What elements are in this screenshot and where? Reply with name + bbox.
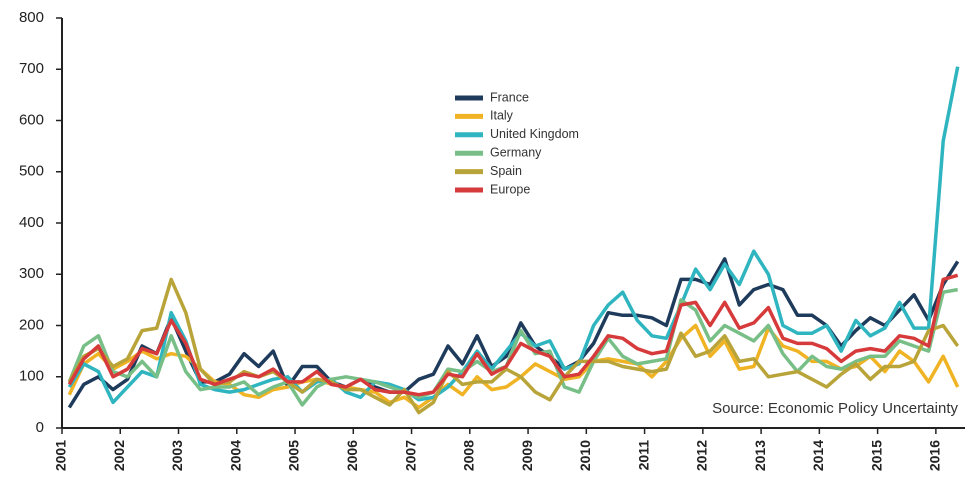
x-tick-label: 2007 bbox=[402, 440, 418, 471]
x-tick-label: 2010 bbox=[577, 440, 593, 471]
legend-label: Europe bbox=[490, 182, 530, 196]
series-line bbox=[67, 273, 959, 397]
x-tick-label: 2012 bbox=[694, 440, 710, 471]
x-tick-label: 2002 bbox=[111, 440, 127, 471]
x-tick-label: 2008 bbox=[461, 440, 477, 471]
x-tick-label: 2009 bbox=[519, 440, 535, 471]
x-tick-label: 2016 bbox=[927, 440, 943, 471]
x-tick-label: 2003 bbox=[169, 440, 185, 471]
x-tick-label: 2013 bbox=[752, 440, 768, 471]
legend-label: United Kingdom bbox=[490, 127, 579, 141]
x-tick-label: 2011 bbox=[635, 440, 651, 471]
legend-label: Germany bbox=[490, 145, 542, 159]
y-tick-label: 700 bbox=[19, 60, 44, 77]
source-annotation: Source: Economic Policy Uncertainty bbox=[712, 400, 958, 417]
x-tick-label: 2004 bbox=[227, 440, 243, 471]
y-tick-label: 400 bbox=[19, 214, 44, 231]
y-tick-label: 600 bbox=[19, 111, 44, 128]
legend-label: France bbox=[490, 90, 529, 104]
series-line bbox=[67, 66, 960, 405]
x-tick-label: 2015 bbox=[868, 440, 884, 471]
y-tick-label: 300 bbox=[19, 265, 44, 282]
y-tick-label: 0 bbox=[36, 419, 44, 436]
x-tick-label: 2014 bbox=[810, 440, 826, 471]
y-tick-label: 100 bbox=[19, 368, 44, 385]
y-tick-label: 500 bbox=[19, 163, 44, 180]
series-line bbox=[67, 287, 959, 407]
y-tick-label: 800 bbox=[19, 9, 44, 26]
x-tick-label: 2005 bbox=[286, 440, 302, 471]
y-tick-label: 200 bbox=[19, 316, 44, 333]
legend-label: Spain bbox=[490, 164, 522, 178]
legend-label: Italy bbox=[490, 109, 514, 123]
x-tick-label: 2006 bbox=[344, 440, 360, 471]
x-tick-label: 2001 bbox=[53, 440, 69, 471]
